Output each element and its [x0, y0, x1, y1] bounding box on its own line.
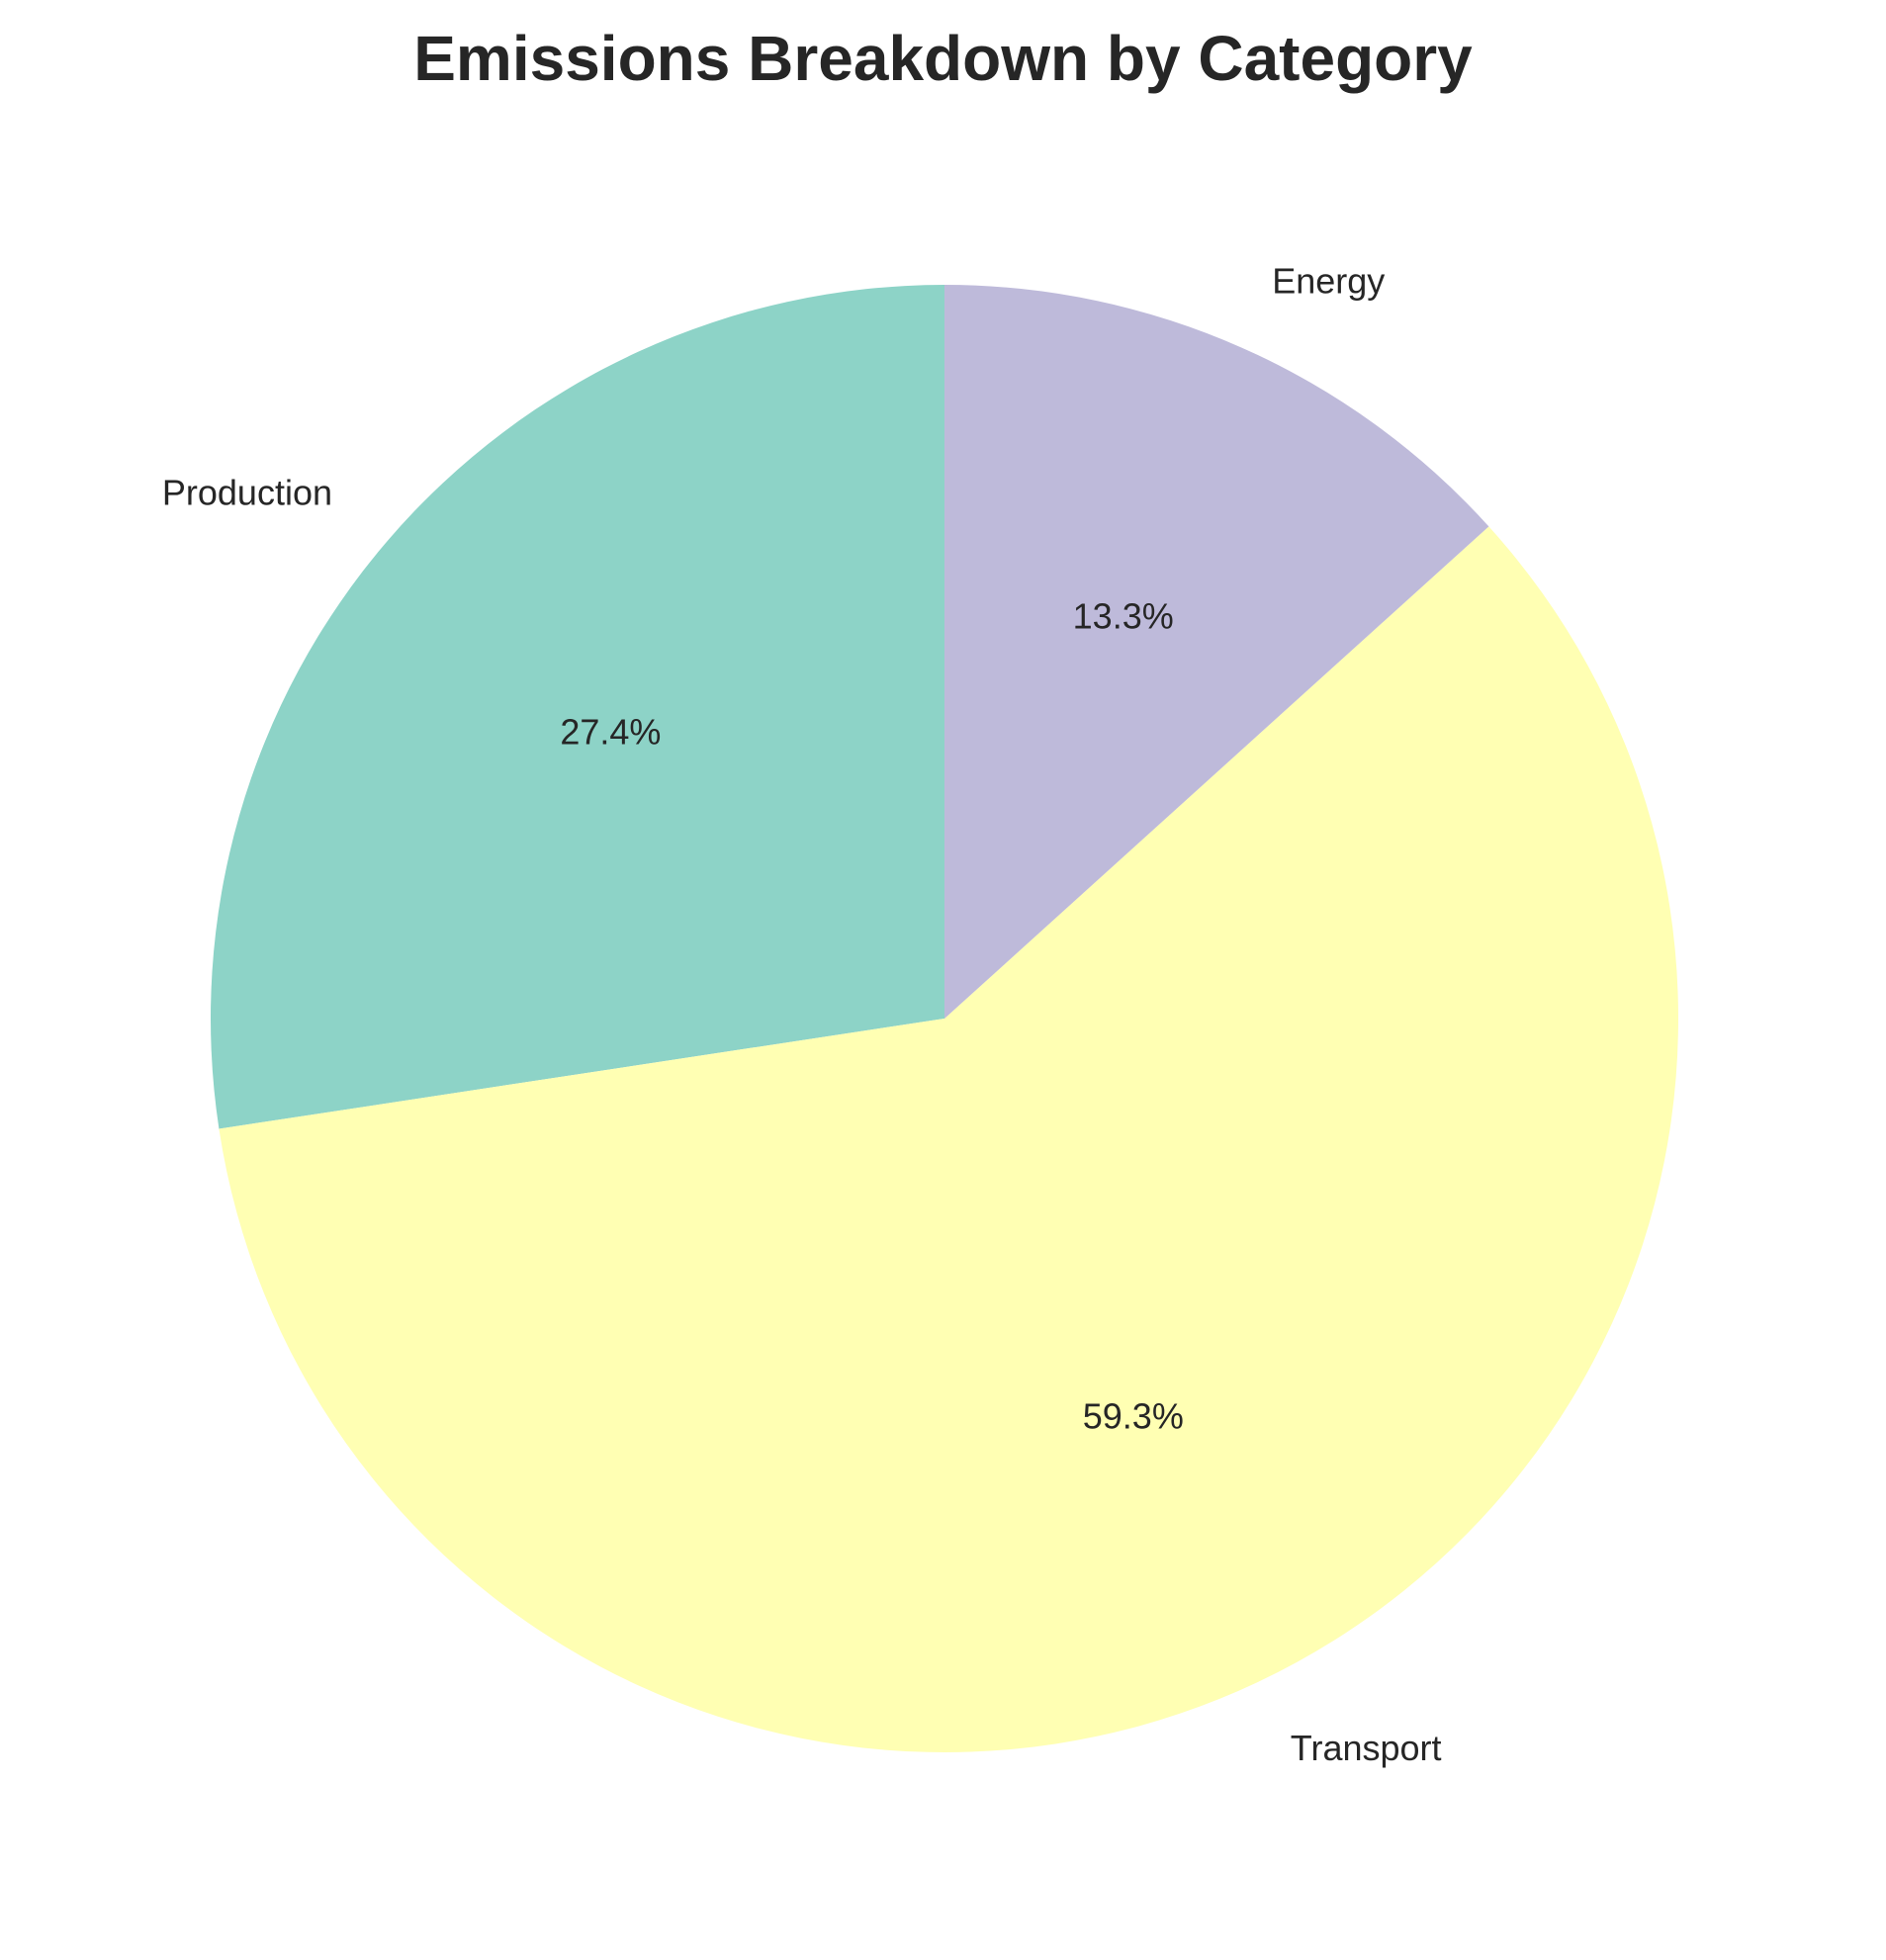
category-label-energy: Energy: [1272, 261, 1385, 302]
pct-label-production: 27.4%: [560, 711, 661, 752]
pie-slice-production: [210, 285, 944, 1129]
pct-label-energy: 13.3%: [1073, 596, 1174, 637]
pie-slice-transport: [219, 526, 1678, 1753]
pie-slice-energy: [944, 285, 1489, 1019]
chart-title: Emissions Breakdown by Category: [413, 23, 1473, 94]
category-label-transport: Transport: [1291, 1728, 1442, 1768]
category-label-production: Production: [162, 473, 332, 513]
pct-label-transport: 59.3%: [1083, 1396, 1184, 1437]
pie-slices: [210, 285, 1678, 1753]
pie-labels: 27.4% Production 59.3% Transport 13.3% Energy: [162, 261, 1442, 1768]
